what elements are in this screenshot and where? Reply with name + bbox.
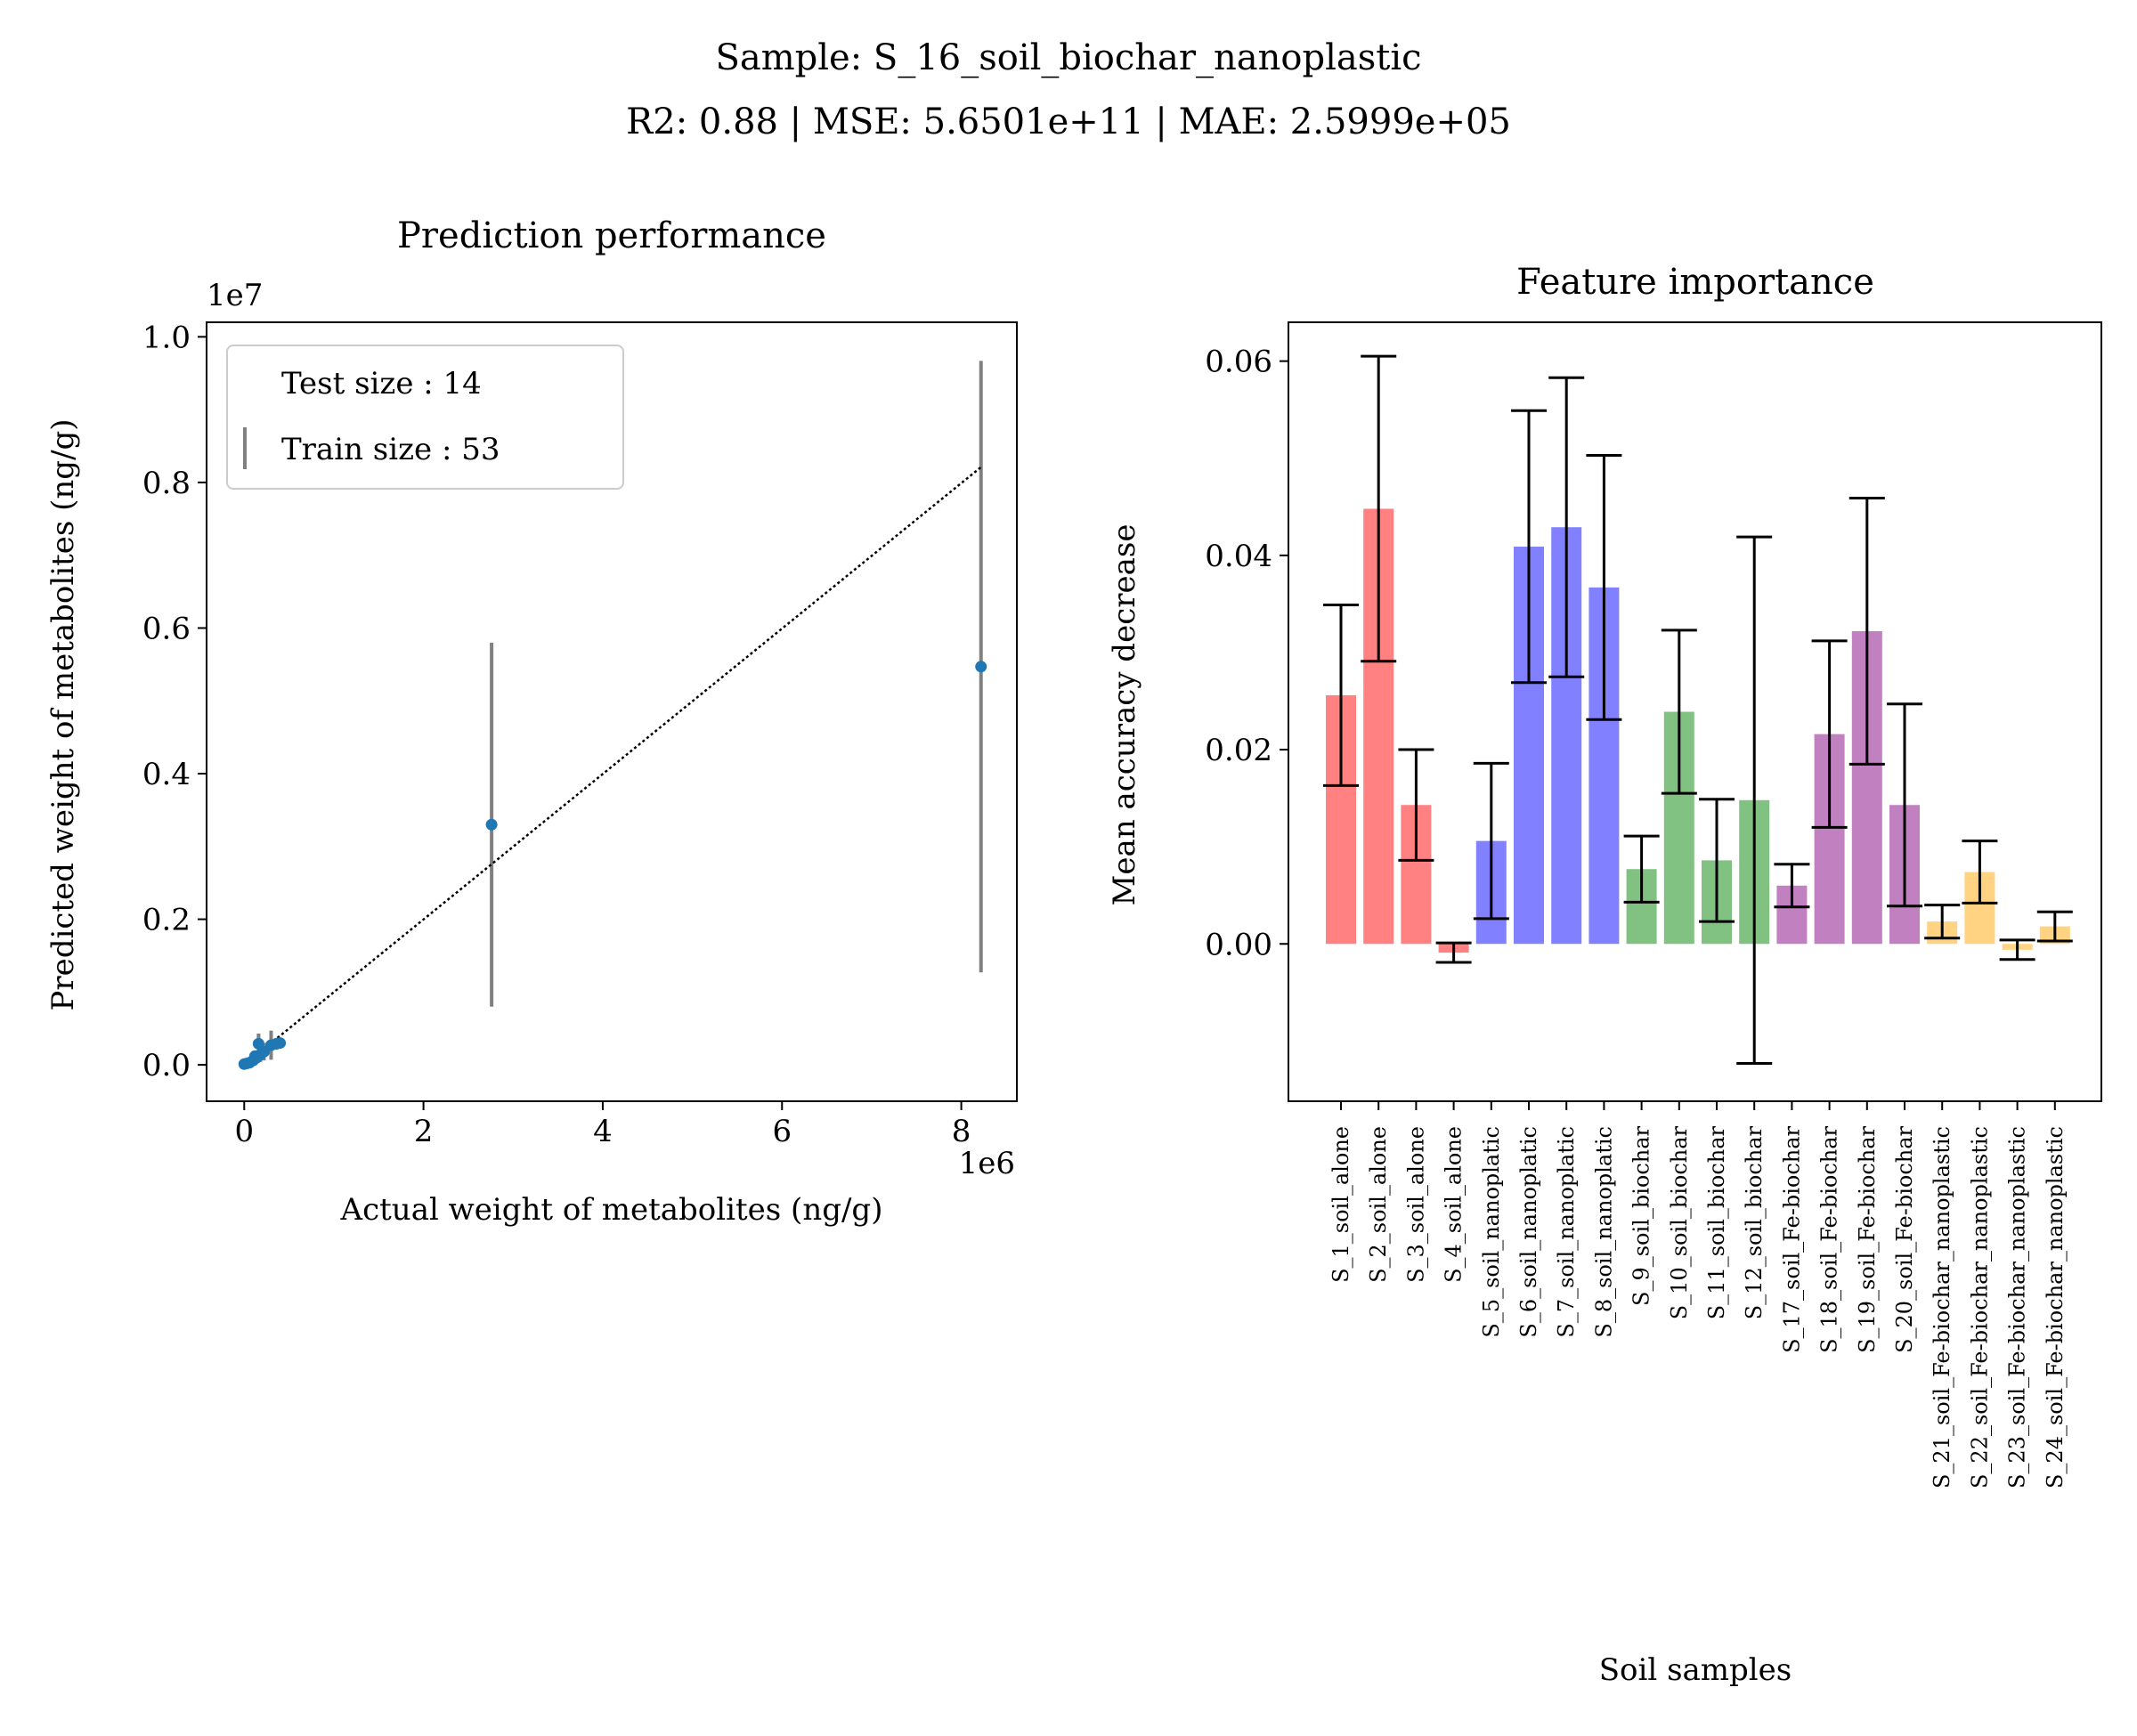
right-y-axis-label: Mean accuracy decrease bbox=[1107, 524, 1142, 906]
feature-importance-panel: Feature importance Soil samples Mean acc… bbox=[1107, 262, 2102, 1688]
y-tick-label: 0.02 bbox=[1205, 733, 1272, 768]
x-tick-label: S_5_soil_nanoplatic bbox=[1479, 1126, 1504, 1338]
y-tick-label: 0.00 bbox=[1205, 927, 1272, 962]
x-tick-label: S_2_soil_alone bbox=[1366, 1126, 1391, 1283]
y-tick-label: 0.04 bbox=[1205, 539, 1272, 574]
x-tick-label: S_17_soil_Fe-biochar bbox=[1779, 1125, 1804, 1352]
scatter-point bbox=[248, 1050, 261, 1062]
right-chart-title: Feature importance bbox=[1516, 262, 1874, 303]
y-tick-label: 0.06 bbox=[1205, 345, 1272, 380]
x-tick-label: S_23_soil_Fe-biochar_nanoplastic bbox=[2005, 1126, 2030, 1489]
x-tick-label: S_9_soil_biochar bbox=[1629, 1125, 1654, 1306]
x-tick-label: S_8_soil_nanoplatic bbox=[1591, 1126, 1616, 1338]
x-tick-label: S_11_soil_biochar bbox=[1704, 1125, 1729, 1319]
y-tick-label: 0.2 bbox=[142, 903, 191, 938]
left-chart-title: Prediction performance bbox=[397, 215, 826, 256]
legend-frame bbox=[226, 345, 624, 490]
x-tick-label: 8 bbox=[952, 1114, 971, 1149]
x-tick-label: S_12_soil_biochar bbox=[1742, 1125, 1767, 1319]
x-tick-label: S_4_soil_alone bbox=[1442, 1126, 1467, 1283]
x-tick-label: S_6_soil_nanoplatic bbox=[1516, 1126, 1541, 1338]
y-tick-label: 0.0 bbox=[142, 1048, 191, 1083]
x-tick-label: S_3_soil_alone bbox=[1403, 1126, 1428, 1283]
legend-entry-test: Test size : 14 bbox=[281, 366, 482, 402]
right-x-axis-label: Soil samples bbox=[1599, 1652, 1792, 1688]
x-tick-label: S_10_soil_biochar bbox=[1667, 1125, 1692, 1319]
right-axes-frame bbox=[1288, 321, 2102, 1102]
prediction-performance-panel: Prediction performance 1e7 1e6 Actual we… bbox=[45, 215, 1018, 1228]
y-tick-label: 0.6 bbox=[142, 611, 191, 646]
x-tick-label: S_1_soil_alone bbox=[1329, 1126, 1353, 1283]
x-tick-label: S_21_soil_Fe-biochar_nanoplastic bbox=[1930, 1126, 1954, 1489]
x-tick-label: S_24_soil_Fe-biochar_nanoplastic bbox=[2043, 1126, 2068, 1489]
y-tick-label: 0.8 bbox=[142, 466, 191, 501]
x-tick-label: 4 bbox=[593, 1114, 613, 1149]
left-legend: Test size : 14 Train size : 53 bbox=[226, 345, 624, 490]
x-tick-label: S_20_soil_Fe-biochar bbox=[1892, 1125, 1917, 1352]
legend-entry-train: Train size : 53 bbox=[281, 432, 500, 467]
scatter-point bbox=[485, 818, 498, 831]
x-tick-label: S_22_soil_Fe-biochar_nanoplastic bbox=[1967, 1126, 1992, 1489]
left-y-offset-label: 1e7 bbox=[207, 278, 263, 313]
figure-suptitle-line1: Sample: S_16_soil_biochar_nanoplastic bbox=[715, 37, 1421, 78]
x-tick-label: S_19_soil_Fe-biochar bbox=[1855, 1125, 1880, 1352]
y-tick-label: 1.0 bbox=[142, 320, 191, 355]
scatter-point bbox=[274, 1037, 287, 1050]
left-y-axis-label: Predicted weight of metabolites (ng/g) bbox=[45, 418, 81, 1010]
x-tick-label: 0 bbox=[234, 1114, 254, 1149]
left-plot-area: 0 2 4 6 8 0.0 0.2 0.4 0.6 0.8 1.0 bbox=[142, 320, 1018, 1149]
left-x-axis-label: Actual weight of metabolites (ng/g) bbox=[340, 1192, 883, 1228]
left-axes-frame bbox=[206, 321, 1018, 1102]
x-tick-label: 6 bbox=[772, 1114, 792, 1149]
y-tick-label: 0.4 bbox=[142, 757, 191, 792]
x-tick-label: S_7_soil_nanoplatic bbox=[1554, 1126, 1579, 1338]
x-tick-label: S_18_soil_Fe-biochar bbox=[1817, 1125, 1842, 1352]
right-plot-area: 0.00 0.02 0.04 0.06 S_1_soil_alone S_2_soil_a… bbox=[1205, 321, 2102, 1489]
left-x-offset-label: 1e6 bbox=[959, 1146, 1015, 1181]
x-tick-label: 2 bbox=[414, 1114, 434, 1149]
scatter-point bbox=[975, 661, 987, 673]
figure-suptitle-line2: R2: 0.88 | MSE: 5.6501e+11 | MAE: 2.5999… bbox=[626, 101, 1511, 142]
